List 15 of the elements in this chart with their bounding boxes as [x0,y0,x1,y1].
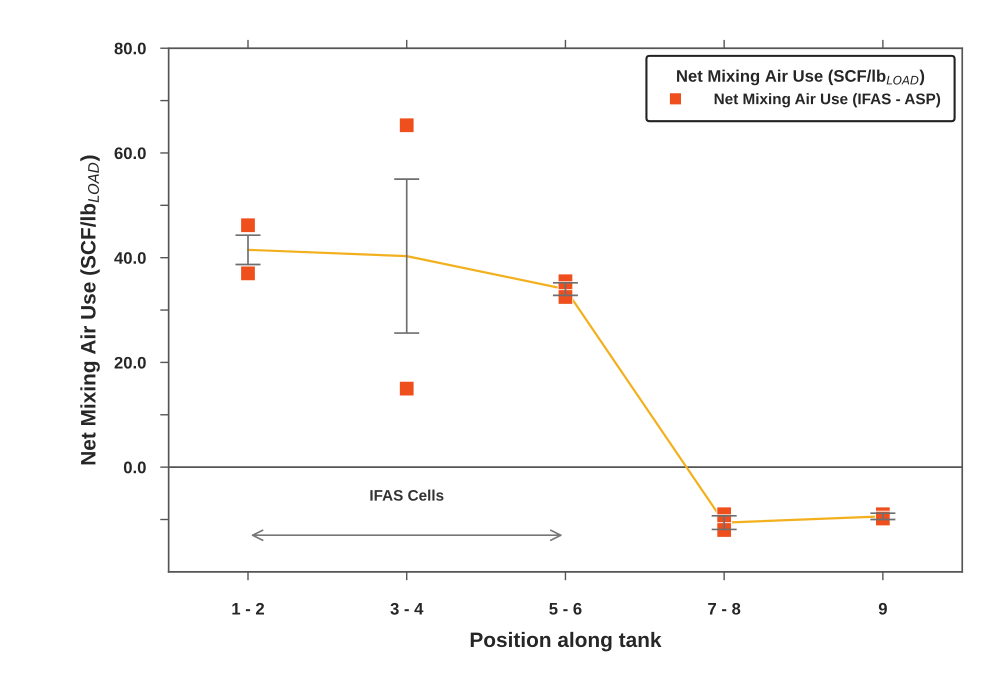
y-tick-label: 60.0 [114,147,146,160]
y-axis-title: Net Mixing Air Use (SCF/lb$_{LOAD}$) [677,70,924,86]
x-tick-label: 1 - 2 [232,602,264,615]
x-axis-title: Position along tank [470,632,662,652]
y-tick-label: 40.0 [114,252,146,264]
x-tick-label: 3 - 4 [390,602,424,615]
y-tick-label: 80.0 [114,42,146,54]
legend-title: Net Mixing Air Use (SCF/lb$_{LOAD}$) [80,156,100,464]
legend-label: Net Mixing Air Use (IFAS - ASP) [714,93,940,108]
x-tick-label: 7 - 8 [708,602,740,615]
y-tick-label: 0.0 [124,462,146,474]
annotation: IFAS Cells [370,490,444,501]
x-tick-label: 5 - 6 [549,602,582,615]
x-tick-label: 9 [878,602,887,615]
y-tick-label: 20.0 [114,356,146,369]
